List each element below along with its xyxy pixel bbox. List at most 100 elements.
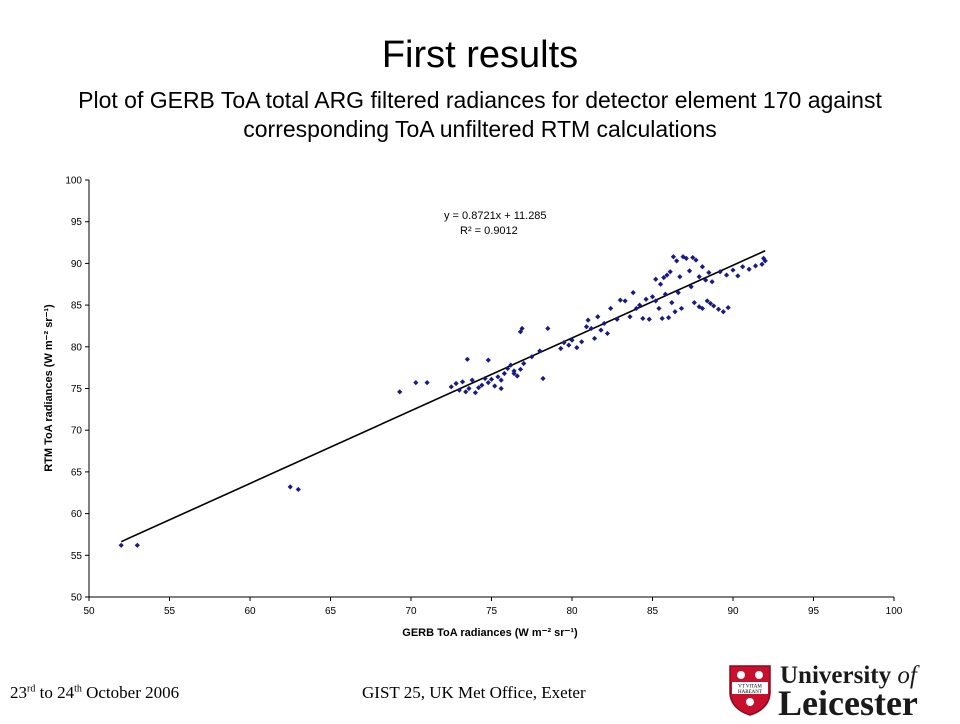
data-point [463, 389, 469, 395]
data-point [505, 365, 511, 372]
footer-date-end-day: 24 [57, 683, 75, 702]
data-point [688, 284, 694, 290]
data-point [675, 289, 681, 296]
slide-subtitle: Plot of GERB ToA total ARG filtered radi… [78, 87, 882, 142]
y-tick-label: 65 [71, 467, 83, 478]
slide-title: First results [381, 34, 579, 76]
data-point [558, 345, 564, 352]
shield-icon: VT VITAM HABEANT [729, 665, 771, 716]
data-point [448, 384, 454, 390]
y-tick-label: 50 [71, 593, 83, 604]
data-point [501, 370, 507, 377]
data-point [508, 362, 514, 368]
data-point [466, 385, 472, 392]
data-point [469, 377, 475, 383]
trendline-group [120, 250, 766, 543]
data-point [511, 370, 517, 377]
data-point [669, 299, 675, 306]
data-point [677, 274, 683, 280]
data-point [574, 345, 580, 351]
data-point [657, 281, 664, 287]
y-tick-label: 70 [71, 426, 83, 437]
data-point [476, 385, 482, 391]
data-point [711, 303, 717, 309]
data-point [704, 298, 710, 304]
data-point [630, 289, 636, 296]
y-tick-label: 85 [71, 301, 83, 312]
data-point [601, 320, 607, 327]
data-point [488, 376, 495, 382]
data-point [492, 383, 498, 389]
data-point [720, 309, 726, 315]
data-point [656, 305, 662, 312]
data-point [643, 296, 649, 302]
data-point [585, 317, 591, 323]
data-point [683, 255, 689, 261]
shield-motto-1: VT VITAM [738, 685, 762, 690]
data-point [517, 366, 524, 372]
data-point [760, 255, 767, 261]
university-logo: VT VITAM HABEANT University of Leicester [728, 660, 956, 723]
logo-leicester-text: Leicester [778, 683, 918, 723]
data-point [693, 257, 699, 263]
footer-date-rest: October 2006 [81, 683, 180, 702]
trendline-equation: y = 0.8721x + 11.285 [444, 210, 547, 222]
data-point [566, 342, 572, 348]
x-tick-label: 95 [808, 606, 820, 617]
data-point [699, 305, 706, 312]
data-point [703, 277, 709, 283]
data-point [672, 309, 678, 315]
trendline [120, 250, 766, 543]
data-point [709, 279, 715, 285]
logo-university-text: University of [780, 662, 917, 690]
data-point [134, 542, 140, 548]
y-tick-label: 100 [65, 176, 82, 187]
data-point [740, 264, 746, 270]
data-point [627, 314, 633, 320]
data-point [706, 269, 712, 276]
x-tick-label: 100 [886, 606, 903, 617]
data-point [678, 305, 685, 312]
data-point [579, 339, 585, 345]
data-point [472, 390, 478, 396]
data-point [730, 267, 736, 273]
data-point [604, 330, 611, 337]
data-point [595, 314, 601, 320]
data-point [664, 272, 670, 278]
data-point [735, 273, 741, 279]
data-point [670, 254, 677, 260]
y-tick-label: 90 [71, 259, 83, 270]
data-point [680, 254, 686, 260]
data-point [637, 302, 643, 308]
data-point [498, 385, 504, 392]
x-tick-label: 85 [647, 606, 659, 617]
data-point [583, 324, 590, 330]
footer-date-to: to [35, 683, 58, 702]
logo-of-word: of [897, 662, 917, 689]
data-point [659, 315, 665, 322]
data-point [540, 375, 546, 382]
x-tick-label: 70 [405, 606, 417, 617]
data-point [690, 254, 696, 261]
data-point [653, 276, 659, 282]
shield-motto-2: HABEANT [738, 690, 762, 695]
data-point [608, 305, 614, 312]
y-tick-label: 75 [71, 384, 83, 395]
x-tick-label: 55 [164, 606, 176, 617]
data-point [699, 264, 706, 270]
data-point [118, 542, 124, 548]
data-point [498, 377, 504, 383]
data-point [569, 337, 575, 343]
y-axis-label: RTM ToA radiances (W m⁻² sr⁻¹) [43, 304, 55, 472]
data-point [537, 348, 543, 354]
data-point [591, 335, 598, 342]
data-point [622, 298, 628, 304]
x-tick-label: 80 [566, 606, 578, 617]
data-point [453, 380, 459, 387]
data-point [686, 268, 693, 274]
data-point [746, 266, 752, 272]
data-point [717, 269, 723, 275]
data-point [424, 380, 430, 386]
data-point [646, 316, 652, 322]
data-point [649, 294, 656, 300]
